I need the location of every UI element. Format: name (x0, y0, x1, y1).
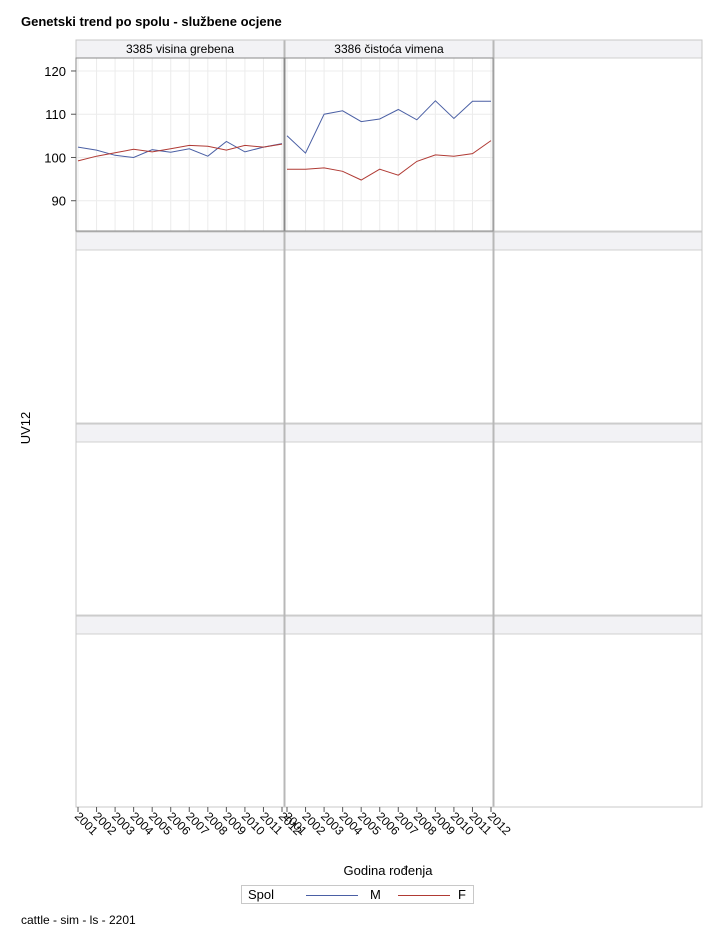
panel-header-strip (75, 231, 285, 251)
panel-cell (284, 249, 494, 424)
footnote: cattle - sim - ls - 2201 (21, 913, 136, 927)
panel-cell (75, 57, 285, 232)
panel-header-strip (284, 615, 494, 635)
panel-cell (493, 57, 703, 232)
panel-header-strip (284, 423, 494, 443)
legend-label-f: F (458, 887, 466, 902)
panel-cell (75, 633, 285, 808)
panel-frame (284, 57, 494, 232)
y-tick-label: 100 (44, 150, 66, 165)
panel-header-strip (493, 615, 703, 635)
panel-frame (75, 57, 285, 232)
y-tick-label: 90 (52, 194, 66, 209)
panel-cell (284, 57, 494, 232)
legend-swatch-f (398, 895, 450, 896)
panel-cell (75, 441, 285, 616)
y-tick-label: 120 (44, 64, 66, 79)
panel-label: 3386 čistoća vimena (334, 42, 444, 56)
panel-cell (284, 633, 494, 808)
legend-label-m: M (370, 887, 381, 902)
series-line-m (77, 140, 283, 159)
series-line-f (77, 143, 283, 162)
series-line-f (287, 140, 492, 181)
panel-header-strip (493, 39, 703, 59)
grid-frame (75, 39, 703, 808)
panel-header-strip (493, 231, 703, 251)
panel-header-strip (75, 615, 285, 635)
panel-header-strip (75, 423, 285, 443)
panel-cell (493, 441, 703, 616)
panel-label: 3385 visina grebena (126, 42, 234, 56)
panel-header-strip (493, 423, 703, 443)
legend-title: Spol (248, 887, 275, 902)
x-axis-label: Godina rođenja (344, 863, 434, 878)
chart-title: Genetski trend po spolu - službene ocjen… (21, 14, 282, 29)
panel-cell (493, 249, 703, 424)
y-tick-label: 110 (45, 107, 66, 122)
panel-cell (284, 441, 494, 616)
panel-header-strip (284, 231, 494, 251)
series-line-m (286, 100, 491, 154)
panel-cell (75, 249, 285, 424)
legend-swatch-m (306, 895, 358, 896)
y-axis-label: UV12 (18, 412, 33, 445)
panel-cell (493, 633, 703, 808)
legend: Spol M F (241, 885, 474, 904)
